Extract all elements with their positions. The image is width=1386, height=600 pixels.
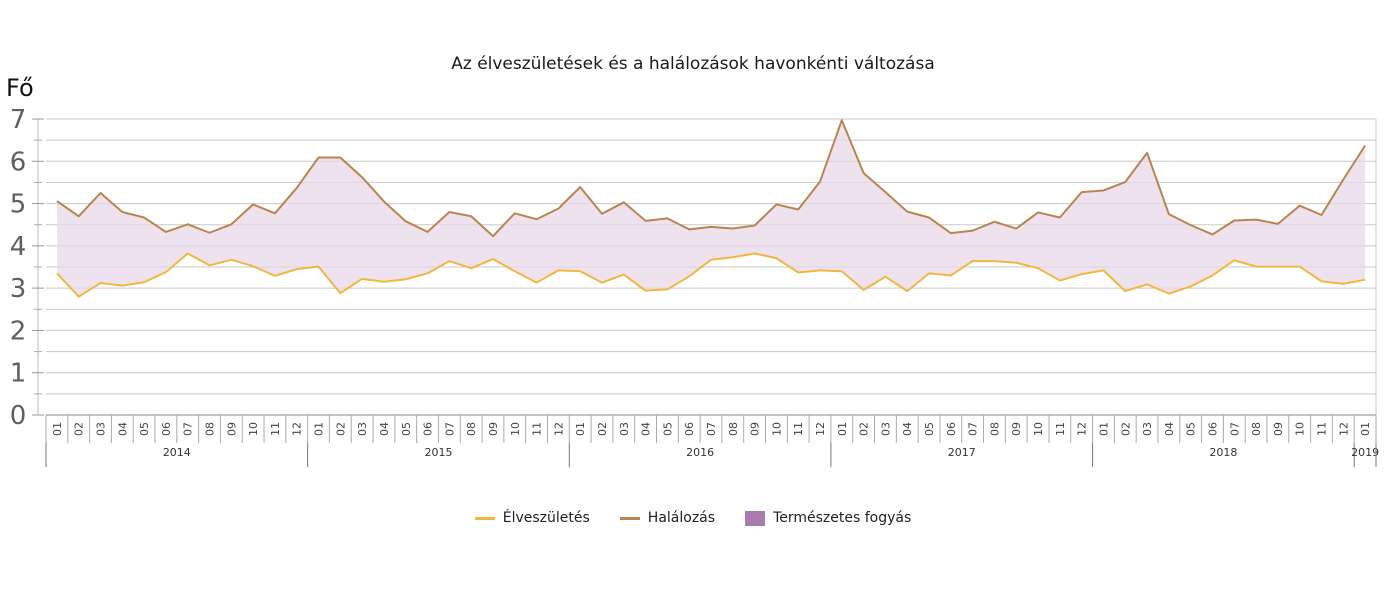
y-tick-label: 3 — [10, 274, 27, 304]
x-month-label: 08 — [988, 422, 1001, 436]
legend: Élveszületés Halálozás Természetes fogyá… — [0, 510, 1386, 526]
x-month-label: 03 — [95, 422, 108, 436]
legend-swatch-births — [474, 516, 495, 520]
x-month-label: 11 — [531, 422, 544, 436]
y-axis: 0 1 2 3 4 5 6 7 — [10, 105, 44, 431]
x-month-label: 09 — [749, 422, 762, 436]
y-tick-label: 0 — [10, 401, 27, 431]
x-month-label: 03 — [356, 422, 369, 436]
x-month-label: 04 — [901, 422, 914, 436]
series-line-deaths — [56, 119, 1366, 238]
y-tick-label: 5 — [10, 190, 27, 220]
x-axis: 01 02 03 04 05 06 07 08 09 10 11 12 2014 01 02 03 04 05 06… — [45, 414, 1379, 467]
x-month-label: 02 — [334, 422, 347, 436]
x-month-label: 08 — [465, 422, 478, 436]
x-month-label: 02 — [1119, 422, 1132, 436]
x-month-label: 02 — [596, 422, 609, 436]
y-tick-label: 2 — [10, 316, 27, 346]
series-lines — [56, 119, 1366, 298]
x-month-label: 09 — [225, 422, 238, 436]
x-month-label: 03 — [618, 422, 631, 436]
x-month-label: 07 — [182, 422, 195, 436]
x-month-label: 05 — [923, 422, 936, 436]
x-month-label: 11 — [1315, 422, 1328, 436]
y-tick-label: 6 — [10, 147, 27, 177]
x-month-label: 06 — [422, 422, 435, 436]
series-line-births — [56, 252, 1366, 298]
x-month-label: 08 — [727, 422, 740, 436]
x-month-label: 12 — [1076, 422, 1089, 436]
y-axis-unit-label: Fő — [6, 74, 34, 102]
natural-decrease-band — [56, 120, 1366, 297]
x-year-label: 2016 — [686, 446, 714, 459]
legend-item-births[interactable]: Élveszületés — [474, 510, 590, 526]
legend-swatch-deaths — [619, 516, 640, 520]
x-year-label: 2017 — [948, 446, 976, 459]
x-month-label: 09 — [487, 422, 500, 436]
x-month-label: 12 — [552, 422, 565, 436]
x-month-label: 12 — [814, 422, 827, 436]
x-month-label: 10 — [1294, 422, 1307, 436]
x-year-label: 2018 — [1209, 446, 1237, 459]
x-month-label: 03 — [1141, 422, 1154, 436]
x-year-label: 2019 — [1351, 446, 1379, 459]
chart-title: Az élveszületések és a halálozások havon… — [451, 54, 935, 74]
legend-item-deaths[interactable]: Halálozás — [619, 510, 716, 526]
legend-label-births: Élveszületés — [502, 510, 590, 526]
x-month-label: 06 — [160, 422, 173, 436]
y-tick-label: 7 — [10, 105, 27, 135]
x-month-label: 12 — [291, 422, 304, 436]
x-month-label: 10 — [247, 422, 260, 436]
y-tick-label: 1 — [10, 359, 27, 389]
legend-label-natural-decrease: Természetes fogyás — [773, 510, 912, 526]
x-month-label: 05 — [138, 422, 151, 436]
x-month-label: 04 — [378, 422, 391, 436]
x-month-label: 04 — [1163, 422, 1176, 436]
legend-swatch-natural-decrease — [745, 510, 766, 526]
x-month-label: 09 — [1010, 422, 1023, 436]
x-month-label: 06 — [683, 422, 696, 436]
x-month-label: 08 — [1250, 422, 1263, 436]
x-month-label: 02 — [858, 422, 871, 436]
x-month-label: 06 — [1206, 422, 1219, 436]
legend-label-deaths: Halálozás — [647, 510, 716, 526]
x-month-label: 04 — [640, 422, 653, 436]
x-month-label: 01 — [313, 422, 326, 436]
x-month-label: 02 — [73, 422, 86, 436]
y-tick-label: 4 — [10, 232, 27, 262]
natural-decrease-area — [56, 120, 1366, 297]
x-year-label: 2015 — [424, 446, 452, 459]
x-month-label: 05 — [1185, 422, 1198, 436]
x-month-label: 07 — [443, 422, 456, 436]
x-month-label: 06 — [945, 422, 958, 436]
x-month-label: 07 — [1228, 422, 1241, 436]
x-month-label: 10 — [509, 422, 522, 436]
x-month-label: 01 — [1359, 422, 1372, 436]
x-month-label: 04 — [116, 422, 129, 436]
x-month-label: 01 — [1097, 422, 1110, 436]
x-month-label: 11 — [792, 422, 805, 436]
x-month-label: 11 — [1054, 422, 1067, 436]
x-year-label: 2014 — [163, 446, 191, 459]
x-month-label: 01 — [51, 422, 64, 436]
x-month-label: 05 — [400, 422, 413, 436]
x-month-label: 11 — [269, 422, 282, 436]
x-month-label: 07 — [967, 422, 980, 436]
x-month-label: 10 — [1032, 422, 1045, 436]
x-month-label: 01 — [836, 422, 849, 436]
x-month-label: 05 — [661, 422, 674, 436]
x-month-label: 09 — [1272, 422, 1285, 436]
x-month-label: 01 — [574, 422, 587, 436]
x-month-label: 08 — [204, 422, 217, 436]
legend-item-natural-decrease[interactable]: Természetes fogyás — [745, 510, 911, 526]
x-month-label: 12 — [1337, 422, 1350, 436]
x-month-label: 07 — [705, 422, 718, 436]
x-month-label: 10 — [770, 422, 783, 436]
x-month-label: 03 — [879, 422, 892, 436]
